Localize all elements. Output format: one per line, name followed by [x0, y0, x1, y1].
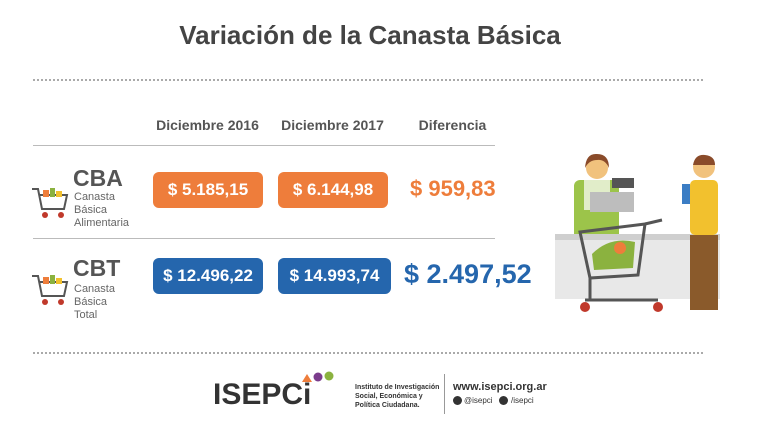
logo: ISEPCi [213, 378, 312, 411]
row-description: Canasta [74, 191, 115, 203]
row-code: CBA [73, 165, 123, 191]
header: Diciembre 2017 [281, 117, 384, 133]
cart-icon [32, 188, 69, 218]
row-description: Canasta [74, 283, 115, 295]
value-pill: $ 14.993,74 [278, 258, 391, 294]
website: www.isepci.org.ar [453, 381, 547, 393]
divider [33, 79, 703, 81]
institute: Instituto de Investigación [355, 384, 440, 391]
separator [444, 374, 445, 414]
twitter: @isepci [464, 396, 493, 405]
value-pill: $ 5.185,15 [153, 172, 263, 208]
row-description: Total [74, 309, 98, 321]
header: Diciembre 2016 [156, 117, 259, 133]
illustration [555, 153, 720, 312]
row-description: Alimentaria [74, 217, 130, 229]
rule [33, 238, 495, 239]
logo-dots [302, 371, 334, 382]
cart-icon [32, 275, 69, 305]
rule [33, 145, 495, 146]
row-description: Básica [74, 296, 108, 308]
difference: $ 959,83 [410, 176, 496, 201]
facebook: /isepci [511, 396, 534, 405]
value-pill: $ 6.144,98 [278, 172, 388, 208]
row-description: Básica [74, 204, 108, 216]
divider [33, 352, 703, 354]
header: Diferencia [418, 117, 487, 133]
institute: Política Ciudadana. [355, 402, 420, 409]
title: Variación de la Canasta Básica [179, 20, 561, 50]
institute: Social, Económica y [355, 393, 423, 400]
value-pill: $ 12.496,22 [153, 258, 263, 294]
facebook-icon [499, 396, 508, 405]
twitter-icon [453, 396, 462, 405]
difference: $ 2.497,52 [404, 259, 532, 289]
row-code: CBT [73, 255, 121, 281]
